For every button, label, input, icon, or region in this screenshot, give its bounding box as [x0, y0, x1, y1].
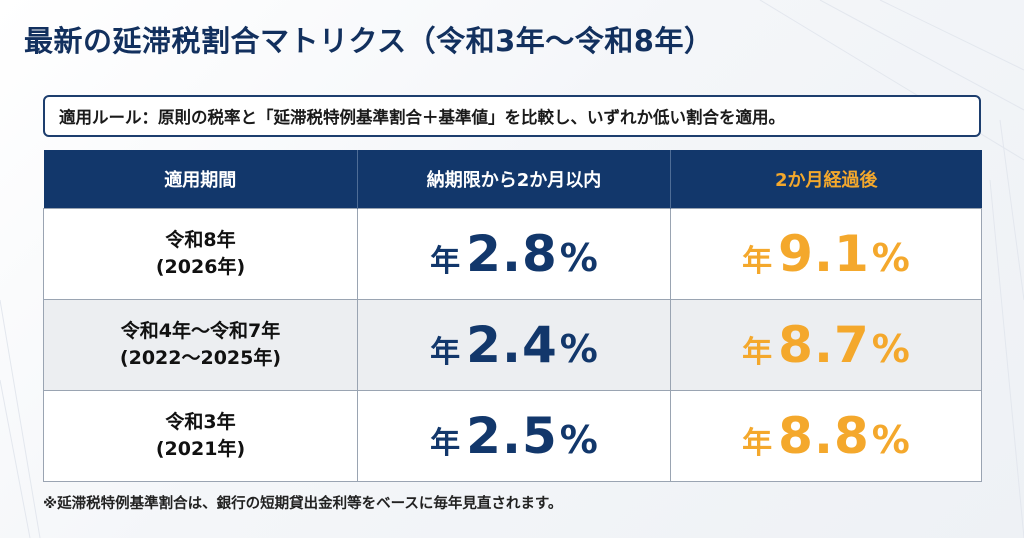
within-rate-cell: 年 2.8%: [357, 207, 671, 300]
rate-unit: %: [871, 235, 910, 280]
rate-unit: %: [871, 326, 910, 371]
rate-value: 2.5: [466, 406, 558, 465]
period-cell: 令和8年 (2026年): [43, 207, 358, 300]
rate-prefix: 年: [430, 243, 461, 279]
period-line1: 令和3年: [165, 410, 236, 433]
rate-unit: %: [559, 326, 598, 371]
rate-value: 2.4: [466, 315, 558, 374]
after-rate-cell: 年 8.7%: [670, 298, 982, 391]
rate-value: 8.7: [778, 315, 870, 374]
table-header-row: 適用期間 納期限から2か月以内 2か月経過後: [43, 150, 982, 208]
rate-matrix-table: 適用期間 納期限から2か月以内 2か月経過後 令和8年 (2026年) 年 2.8…: [43, 150, 982, 482]
rate-unit: %: [559, 235, 598, 280]
period-cell: 令和4年〜令和7年 (2022〜2025年): [43, 298, 358, 391]
period-line1: 令和8年: [165, 228, 236, 251]
rate-value: 2.8: [466, 224, 558, 283]
table-row: 令和8年 (2026年) 年 2.8% 年 9.1%: [43, 207, 982, 300]
rate-value: 9.1: [778, 224, 870, 283]
rule-text: 適用ルール：原則の税率と「延滞税特例基準割合＋基準値」を比較し、いずれか低い割合…: [59, 108, 785, 127]
header-within-2-months: 納期限から2か月以内: [357, 150, 671, 208]
table-row: 令和4年〜令和7年 (2022〜2025年) 年 2.4% 年 8.7%: [43, 298, 982, 391]
after-rate: 年 9.1%: [742, 225, 910, 283]
within-rate-cell: 年 2.4%: [357, 298, 671, 391]
rate-prefix: 年: [742, 334, 773, 370]
within-rate: 年 2.8%: [430, 225, 598, 283]
period-cell: 令和3年 (2021年): [43, 389, 358, 482]
period-line2: (2021年): [155, 437, 246, 460]
rate-prefix: 年: [430, 425, 461, 461]
rate-value: 8.8: [778, 406, 870, 465]
header-after-2-months: 2か月経過後: [670, 150, 982, 208]
page-title: 最新の延滞税割合マトリクス（令和3年〜令和8年）: [24, 24, 714, 58]
period-line1: 令和4年〜令和7年: [120, 319, 281, 342]
rule-box: 適用ルール：原則の税率と「延滞税特例基準割合＋基準値」を比較し、いずれか低い割合…: [43, 95, 981, 137]
rate-unit: %: [871, 417, 910, 462]
after-rate-cell: 年 9.1%: [670, 207, 982, 300]
rate-prefix: 年: [742, 425, 773, 461]
period-line2: (2026年): [155, 255, 246, 278]
rate-unit: %: [559, 417, 598, 462]
period-line2: (2022〜2025年): [119, 346, 282, 369]
within-rate: 年 2.4%: [430, 316, 598, 374]
after-rate-cell: 年 8.8%: [670, 389, 982, 482]
rate-prefix: 年: [430, 334, 461, 370]
table-row: 令和3年 (2021年) 年 2.5% 年 8.8%: [43, 389, 982, 482]
within-rate-cell: 年 2.5%: [357, 389, 671, 482]
header-period: 適用期間: [43, 150, 358, 208]
after-rate: 年 8.7%: [742, 316, 910, 374]
after-rate: 年 8.8%: [742, 407, 910, 465]
within-rate: 年 2.5%: [430, 407, 598, 465]
footnote: ※延滞税特例基準割合は、銀行の短期貸出金利等をベースに毎年見直されます。: [43, 496, 563, 512]
rate-prefix: 年: [742, 243, 773, 279]
